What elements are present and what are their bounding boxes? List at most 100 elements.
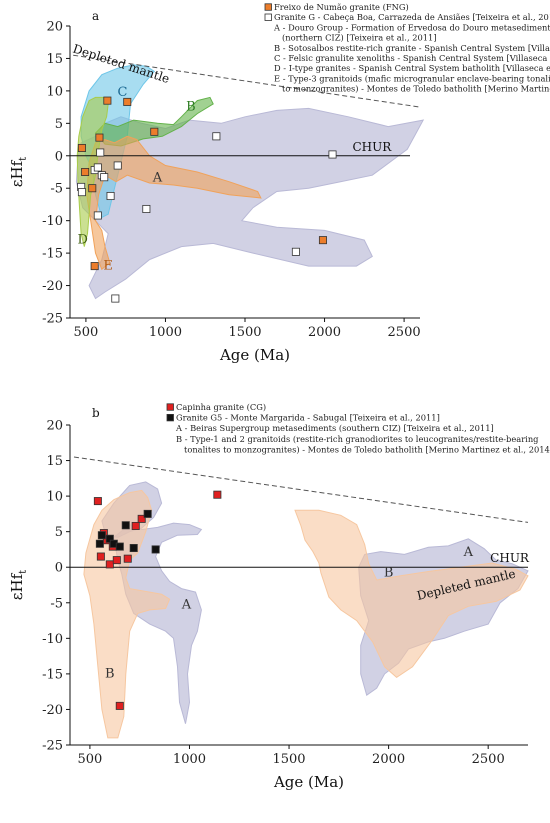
data-point [121, 521, 130, 530]
data-point [129, 544, 138, 553]
legend-entry: to monzogranites) - Montes de Toledo bat… [282, 84, 550, 94]
legend-entry: (northern CIZ) [Teixeira et al., 2011] [282, 33, 437, 43]
legend-marker [166, 413, 174, 422]
x-tick-label: 2000 [308, 325, 341, 340]
field-label: B [186, 99, 196, 114]
y-tick-label: -25 [42, 312, 63, 327]
field-label: B [384, 565, 394, 580]
y-tick-label: 10 [46, 84, 63, 99]
y-tick-label: 20 [46, 20, 63, 35]
data-point [150, 127, 159, 136]
legend-entry: B - Type-1 and 2 granitoids (restite-ric… [176, 434, 539, 444]
data-point [97, 531, 106, 540]
x-tick-label: 500 [73, 325, 98, 340]
legend-marker [166, 403, 174, 411]
legend-entry: Granite G5 - Monte Margarida - Sabugal [… [176, 413, 440, 423]
y-tick-label: -15 [42, 667, 63, 682]
legend-entry: D - I-type granites - Spanish Central Sy… [274, 63, 550, 73]
field-B [294, 509, 529, 679]
data-point [90, 262, 99, 271]
x-tick-label: 2000 [372, 752, 405, 767]
data-point [106, 192, 115, 201]
legend-entry: C - Felsic granulite xenoliths - Spanish… [274, 53, 550, 63]
data-point [131, 521, 140, 530]
field-label: A [152, 171, 163, 186]
y-axis-label: εHft [8, 570, 29, 600]
data-point [103, 96, 112, 105]
y-tick-label: -5 [50, 596, 63, 611]
field-label: C [118, 85, 128, 100]
data-point [105, 560, 114, 569]
x-tick-label: 1500 [228, 325, 261, 340]
x-tick-label: 2500 [472, 752, 505, 767]
y-tick-label: -15 [42, 247, 63, 262]
data-point [93, 163, 102, 172]
data-point [113, 161, 122, 170]
legend-marker [264, 13, 272, 21]
panel-label: a [92, 9, 99, 23]
field-B [83, 489, 171, 739]
x-tick-label: 1000 [149, 325, 182, 340]
y-tick-label: -25 [42, 739, 63, 754]
y-axis-label-main: εHf [8, 572, 26, 600]
y-tick-label: 0 [55, 149, 63, 164]
depleted-mantle-line [73, 54, 421, 108]
y-tick-label: 15 [46, 454, 63, 469]
legend-entry: tonalites to monzogranites) - Montes de … [184, 444, 550, 454]
legend-marker [264, 3, 272, 11]
data-point [151, 545, 160, 554]
y-tick-label: 10 [46, 490, 63, 505]
series-2 [95, 509, 160, 554]
legend: Freixo de Numão granite (FNG)Granite G -… [264, 2, 550, 94]
y-tick-label: 0 [55, 561, 63, 576]
data-point [100, 173, 109, 182]
data-point [123, 554, 132, 563]
x-tick-label: 1500 [272, 752, 305, 767]
chur-label: CHUR [490, 551, 530, 565]
field-label: A [463, 545, 474, 560]
y-tick-label: 5 [55, 525, 63, 540]
x-axis-label: Age (Ma) [219, 346, 290, 364]
y-axis-label-sub: t [18, 570, 29, 574]
y-tick-label: 15 [46, 52, 63, 67]
field-E [86, 135, 262, 271]
legend-entry: Freixo de Numão granite (FNG) [274, 2, 409, 12]
x-tick-label: 2500 [388, 325, 421, 340]
legend-entry: A - Beiras Supergroup metasediments (sou… [175, 423, 494, 433]
y-axis-label-main: εHf [8, 159, 26, 187]
data-point [81, 167, 90, 176]
chur-label: CHUR [353, 140, 393, 154]
y-tick-label: -20 [42, 279, 63, 294]
data-point [137, 514, 146, 523]
field-group [83, 481, 529, 739]
legend-entry: Granite G - Cabeça Boa, Carrazeda de Ans… [274, 12, 550, 22]
y-axis-label-sub: t [18, 157, 29, 161]
data-point [111, 294, 120, 303]
field-label: B [105, 666, 115, 681]
legend-entry: B - Sotosalbos restite-rich granite - Sp… [274, 43, 550, 53]
x-tick-label: 1000 [173, 752, 206, 767]
legend-entry: E - Type-3 granitoids (mafic microgranul… [274, 73, 550, 83]
legend-entry: Capinha granite (CG) [176, 402, 266, 412]
x-tick-label: 500 [77, 752, 102, 767]
data-point [123, 97, 132, 106]
data-point [88, 184, 97, 193]
data-point [77, 143, 86, 152]
y-tick-label: -5 [50, 182, 63, 197]
data-point [213, 490, 222, 499]
data-point [96, 148, 105, 157]
series-1 [77, 96, 327, 271]
data-point [318, 236, 327, 245]
field-A [113, 522, 203, 724]
data-point [112, 556, 121, 565]
y-axis-label: εHft [8, 157, 29, 187]
data-point [142, 204, 151, 213]
data-point [115, 542, 124, 551]
field-label: A [181, 597, 192, 612]
y-tick-label: 20 [46, 419, 63, 434]
data-point [143, 509, 152, 518]
data-point [328, 150, 337, 159]
